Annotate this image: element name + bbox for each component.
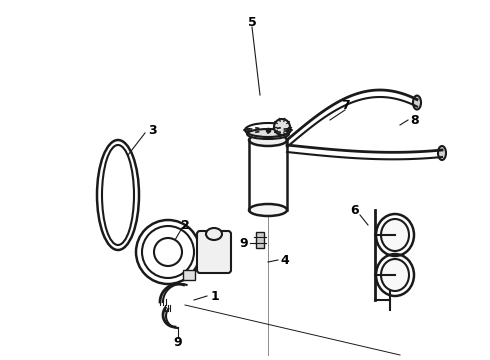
Ellipse shape	[381, 219, 409, 251]
Ellipse shape	[413, 95, 421, 109]
Text: 9: 9	[240, 237, 248, 249]
Text: 3: 3	[147, 123, 156, 136]
Text: 6: 6	[351, 203, 359, 216]
Ellipse shape	[438, 146, 446, 160]
Bar	[256, 232, 264, 248]
Ellipse shape	[249, 204, 287, 216]
Ellipse shape	[381, 259, 409, 291]
Text: 4: 4	[281, 253, 290, 266]
Text: 9: 9	[173, 337, 182, 350]
Text: 8: 8	[411, 113, 419, 126]
Ellipse shape	[249, 134, 287, 146]
Text: 1: 1	[211, 289, 220, 302]
Ellipse shape	[247, 129, 289, 139]
Bar	[183, 270, 195, 280]
Ellipse shape	[274, 119, 290, 135]
Text: 5: 5	[247, 15, 256, 28]
FancyBboxPatch shape	[197, 231, 231, 273]
Ellipse shape	[206, 228, 222, 240]
Text: 7: 7	[341, 99, 349, 112]
Text: 2: 2	[181, 219, 189, 231]
